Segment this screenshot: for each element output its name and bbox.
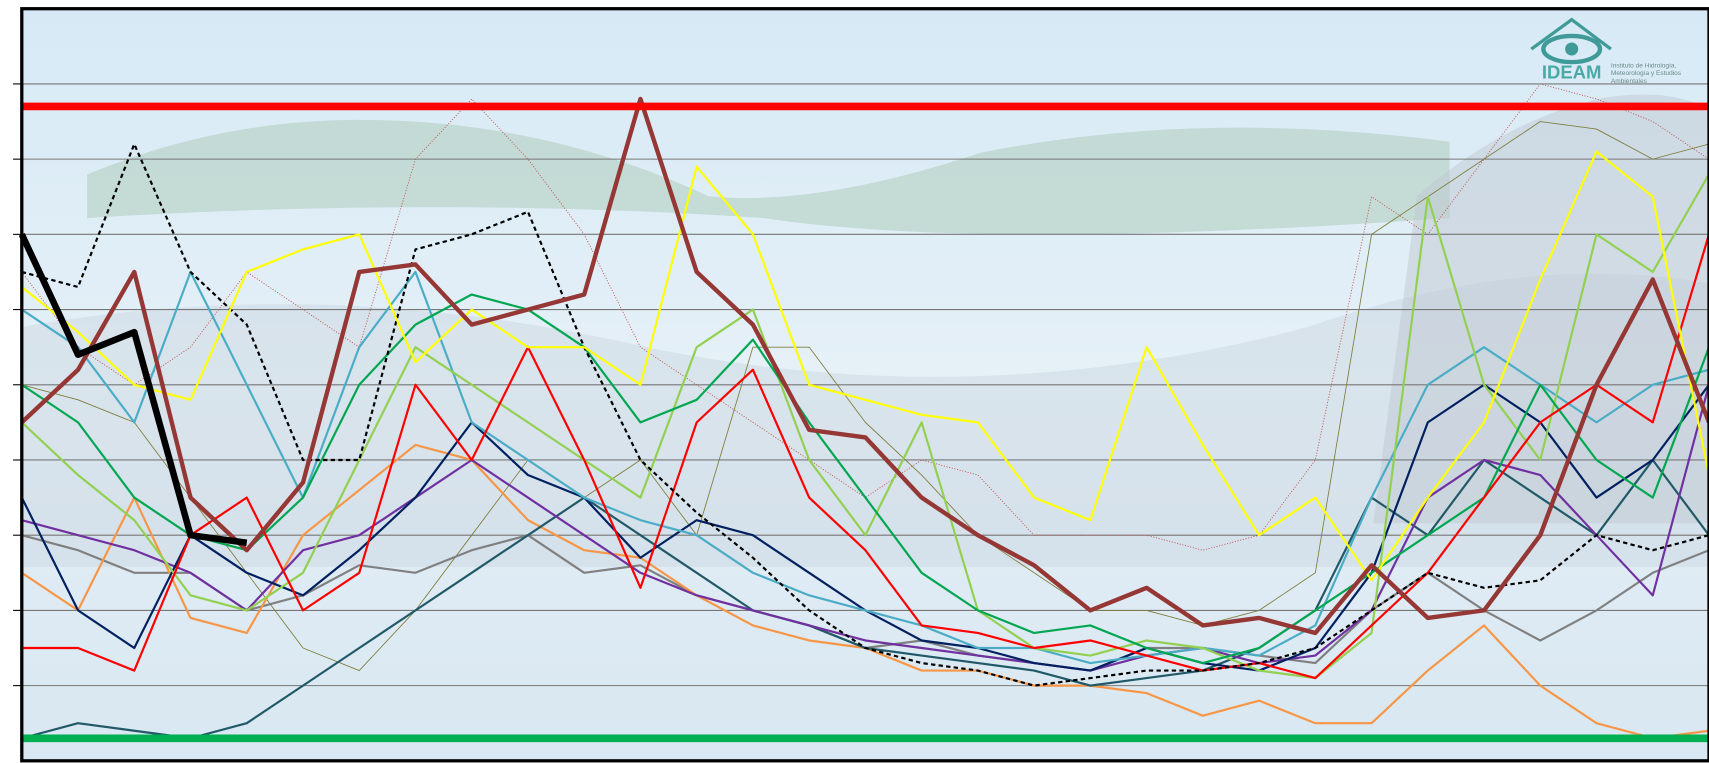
logo-pupil xyxy=(1565,42,1579,56)
series-line xyxy=(21,234,1709,680)
series-line xyxy=(20,96,1709,636)
logo: IDEAM Instituto de Hidrología, Meteorolo… xyxy=(1530,17,1682,86)
logo-title: IDEAM xyxy=(1542,61,1602,82)
series-line xyxy=(18,232,248,546)
series-line xyxy=(21,173,1709,680)
logo-subtitle-box: Instituto de Hidrología, Meteorología y … xyxy=(1610,63,1682,86)
logo-roof xyxy=(1530,17,1612,51)
series-line xyxy=(21,293,1709,665)
logo-subtitle: Instituto de Hidrología, Meteorología y … xyxy=(1610,63,1682,86)
mountain xyxy=(1373,94,1709,524)
series-line xyxy=(21,143,1709,687)
series-line xyxy=(21,150,1709,582)
plot-frame xyxy=(20,7,1709,763)
hill xyxy=(87,119,1450,235)
plot-layer xyxy=(13,83,1709,743)
logo-eye xyxy=(1541,33,1603,65)
series-line xyxy=(21,83,1709,551)
